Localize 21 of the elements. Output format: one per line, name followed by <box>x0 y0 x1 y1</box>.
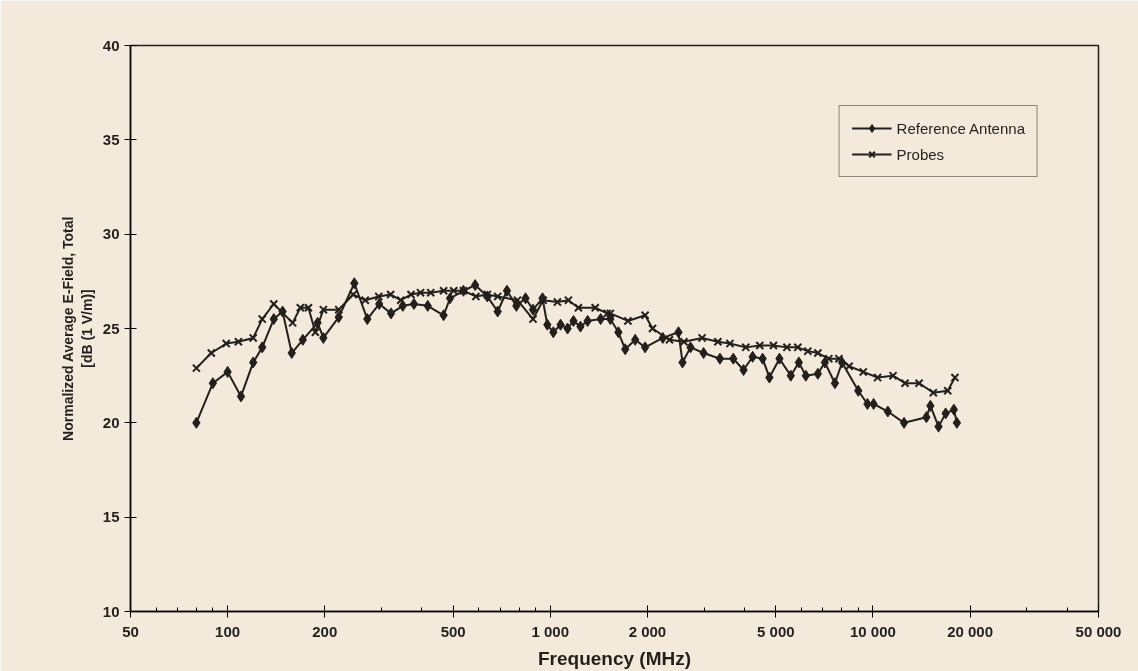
x-tick-label: 20 000 <box>947 622 994 640</box>
y-tick-label: 35 <box>102 130 120 148</box>
y-tick-label: 25 <box>102 319 120 337</box>
x-tick-label: 50 <box>122 622 139 640</box>
x-tick-label: 200 <box>312 622 338 640</box>
x-tick-label: 500 <box>440 622 466 640</box>
y-tick-label: 15 <box>102 508 120 526</box>
y-tick-label: 10 <box>102 602 120 620</box>
legend-label: Probes <box>896 145 945 163</box>
legend-label: Reference Antenna <box>896 119 1025 137</box>
y-tick-label: 40 <box>102 36 120 54</box>
y-tick-label: 30 <box>102 225 120 243</box>
x-tick-label: 1 000 <box>531 622 570 640</box>
x-tick-label: 5 000 <box>757 622 795 640</box>
y-axis-title: Normalized Average E-Field, Total [dB (1 V/m)] <box>59 216 95 441</box>
x-axis-title: Frequency (MHz) <box>537 647 692 669</box>
x-tick-label: 50 000 <box>1075 622 1122 640</box>
y-tick-label: 20 <box>102 413 120 431</box>
x-tick-label: 10 000 <box>850 622 896 640</box>
x-tick-label: 100 <box>215 622 241 640</box>
x-tick-label: 2 000 <box>628 622 667 640</box>
